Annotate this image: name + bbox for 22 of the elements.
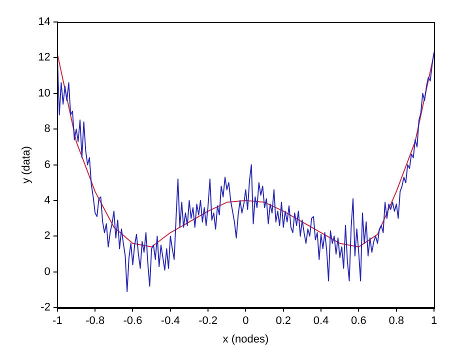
x-tick-label: 0.4	[313, 315, 329, 328]
y-tick-label: 6	[44, 158, 50, 171]
x-tick-label: -0.4	[160, 315, 180, 328]
y-tick-label: 0	[44, 266, 50, 278]
y-tick-label: 2	[44, 230, 50, 242]
y-tick-label: -2	[40, 302, 50, 314]
y-tick-label: 4	[44, 194, 50, 207]
y-tick-label: 8	[44, 123, 50, 136]
y-tick-label: 12	[38, 52, 50, 64]
x-tick-label: -1	[52, 315, 62, 328]
y-axis-title: y (data)	[20, 146, 33, 184]
x-tick-label: 0.6	[351, 315, 366, 328]
x-tick-label: 0.8	[388, 315, 404, 328]
x-tick-label: 0.2	[276, 315, 292, 328]
x-tick-label: -0.8	[86, 315, 105, 328]
x-tick-label: -0.2	[198, 315, 218, 328]
y-tick-label: 14	[38, 16, 50, 28]
x-tick-label: -0.6	[123, 315, 142, 328]
x-axis-title: x (nodes)	[222, 333, 269, 346]
y-tick-label: 10	[38, 87, 50, 100]
x-tick-label: 0	[242, 315, 249, 328]
x-tick-label: 1	[430, 315, 438, 328]
